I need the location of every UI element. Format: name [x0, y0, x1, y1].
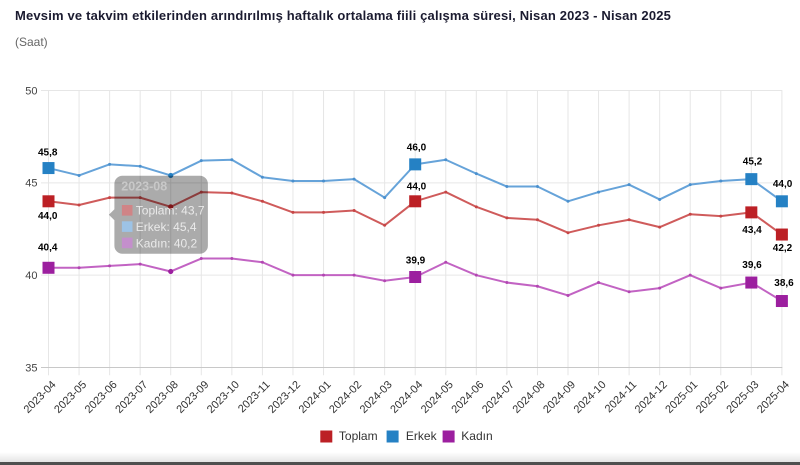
svg-text:35: 35	[25, 362, 37, 374]
svg-text:40,4: 40,4	[38, 242, 58, 253]
svg-text:Toplam: Toplam	[339, 429, 378, 443]
svg-text:38,6: 38,6	[774, 278, 794, 289]
svg-text:2023-08: 2023-08	[121, 180, 167, 194]
svg-text:45,8: 45,8	[38, 148, 58, 159]
svg-text:Erkek: Erkek	[406, 429, 438, 443]
svg-text:43,4: 43,4	[742, 225, 762, 236]
svg-text:45: 45	[25, 178, 37, 190]
svg-text:Kadın: 40,2: Kadın: 40,2	[136, 236, 198, 250]
svg-text:50: 50	[25, 85, 37, 97]
svg-text:44,0: 44,0	[773, 179, 793, 190]
svg-text:45,2: 45,2	[743, 157, 763, 168]
svg-text:44,0: 44,0	[38, 211, 58, 222]
svg-text:39,9: 39,9	[406, 255, 426, 266]
svg-text:46,0: 46,0	[407, 143, 427, 154]
svg-text:39,6: 39,6	[742, 260, 762, 271]
svg-text:Erkek: 45,4: Erkek: 45,4	[136, 220, 197, 234]
svg-text:Kadın: Kadın	[461, 429, 492, 443]
svg-text:40: 40	[25, 270, 37, 282]
svg-text:42,2: 42,2	[773, 243, 793, 254]
svg-text:44,0: 44,0	[407, 181, 427, 192]
svg-text:Toplam: 43,7: Toplam: 43,7	[136, 204, 205, 218]
